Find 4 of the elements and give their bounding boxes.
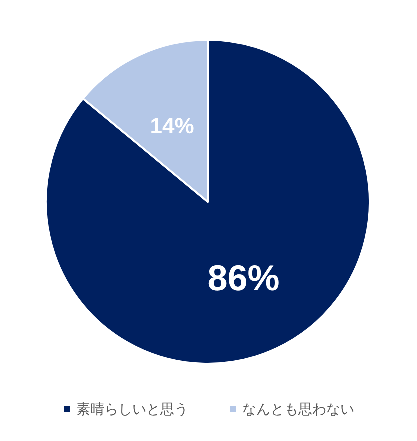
legend-label: 素晴らしいと思う — [76, 401, 188, 417]
legend-label: なんとも思わない — [242, 401, 354, 417]
data-label: 14% — [150, 113, 194, 138]
data-label: 86% — [208, 258, 280, 299]
